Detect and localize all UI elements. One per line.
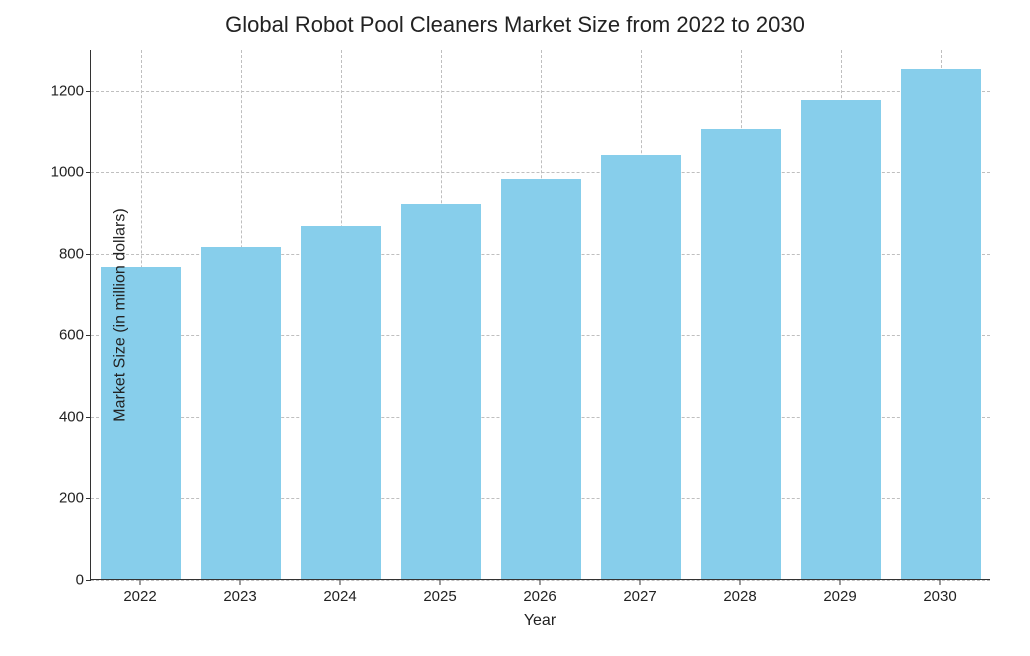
bar [801,100,881,579]
x-tick-mark [740,580,741,585]
bar [401,204,481,579]
y-axis-label-text: Market Size (in million dollars) [112,208,130,421]
bar [301,226,381,579]
x-tick-mark [340,580,341,585]
x-tick-label: 2030 [923,588,956,605]
x-tick-label: 2023 [223,588,256,605]
x-tick-label: 2028 [723,588,756,605]
x-tick-label: 2026 [523,588,556,605]
bar [501,179,581,579]
x-tick-label: 2022 [123,588,156,605]
bar [601,155,681,579]
bar [701,129,781,580]
x-tick-mark [440,580,441,585]
x-tick-label: 2024 [323,588,356,605]
y-axis-label: Market Size (in million dollars) [14,50,227,580]
x-tick-mark [240,580,241,585]
x-tick-mark [940,580,941,585]
x-tick-mark [540,580,541,585]
x-tick-label: 2027 [623,588,656,605]
x-tick-label: 2025 [423,588,456,605]
chart-container: Global Robot Pool Cleaners Market Size f… [0,0,1030,656]
x-tick-label: 2029 [823,588,856,605]
chart-title: Global Robot Pool Cleaners Market Size f… [0,12,1030,38]
x-axis-label: Year [90,612,990,630]
x-tick-mark [140,580,141,585]
bar [901,69,981,579]
x-tick-mark [640,580,641,585]
x-tick-mark [840,580,841,585]
